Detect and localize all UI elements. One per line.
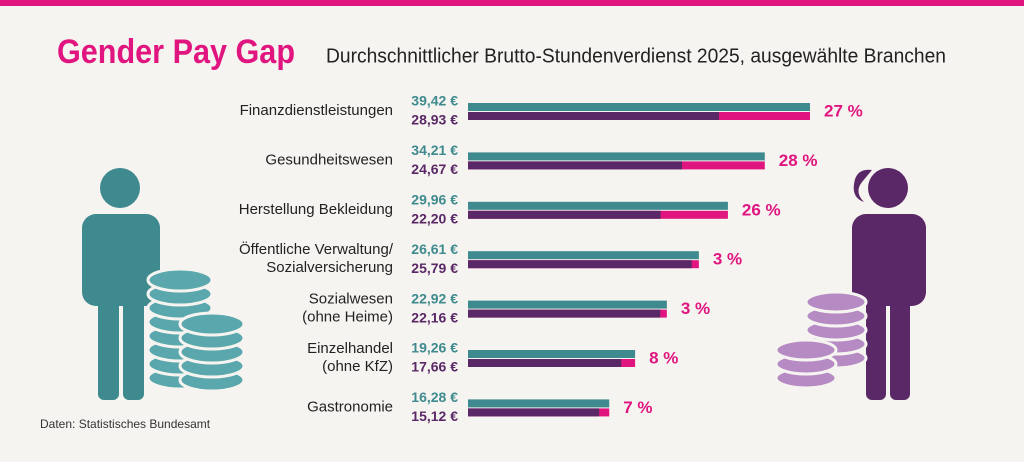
- value-label-women: 24,67 €: [411, 161, 458, 177]
- value-label-men: 16,28 €: [411, 389, 458, 405]
- bar-men: [468, 399, 610, 408]
- bar-women: [468, 260, 692, 269]
- bar-men: [468, 152, 765, 161]
- chart-subtitle: Durchschnittlicher Brutto-Stundenverdien…: [326, 45, 946, 67]
- gap-label: 3 %: [713, 250, 742, 269]
- value-label-women: 15,12 €: [411, 408, 458, 424]
- bar-men: [468, 201, 728, 210]
- gap-label: 3 %: [681, 299, 710, 318]
- bar-men: [468, 103, 810, 111]
- value-label-women: 22,20 €: [411, 211, 458, 227]
- man-icon: [82, 168, 160, 400]
- category-label: Gesundheitswesen: [265, 151, 393, 168]
- chart-title: Gender Pay Gap: [57, 33, 295, 71]
- bar-men: [468, 300, 667, 309]
- value-label-women: 25,79 €: [411, 260, 458, 276]
- category-label: Öffentliche Verwaltung/: [239, 240, 394, 258]
- value-label-women: 28,93 €: [411, 112, 458, 128]
- category-label: Herstellung Bekleidung: [239, 201, 393, 218]
- bar-women: [468, 210, 661, 219]
- value-label-men: 39,42 €: [411, 93, 458, 109]
- gap-label: 8 %: [649, 348, 678, 367]
- value-label-men: 22,92 €: [411, 290, 458, 306]
- gap-label: 26 %: [742, 200, 781, 219]
- value-label-men: 29,96 €: [411, 192, 458, 208]
- value-label-men: 34,21 €: [411, 142, 458, 158]
- category-label: (ohne Heime): [302, 309, 393, 326]
- woman-icon: [852, 168, 926, 400]
- gap-label: 27 %: [824, 101, 863, 120]
- category-label: Finanzdienstleistungen: [240, 102, 393, 119]
- bar-women: [468, 112, 719, 120]
- value-label-women: 22,16 €: [411, 309, 458, 325]
- bar-women: [468, 161, 683, 170]
- bar-men: [468, 251, 699, 260]
- bar-women: [468, 408, 600, 417]
- top-bar: [0, 0, 1024, 6]
- value-label-men: 26,61 €: [411, 241, 458, 257]
- category-label: Gastronomie: [307, 398, 393, 415]
- bar-women: [468, 359, 622, 367]
- category-label: Einzelhandel: [307, 340, 393, 357]
- bar-men: [468, 350, 636, 358]
- category-label: (ohne KfZ): [322, 358, 393, 375]
- gap-label: 28 %: [779, 151, 818, 170]
- category-label: Sozialwesen: [309, 291, 393, 308]
- value-label-women: 17,66 €: [411, 359, 458, 375]
- bar-women: [468, 309, 661, 318]
- gap-label: 7 %: [623, 398, 652, 417]
- value-label-men: 19,26 €: [411, 340, 458, 356]
- source: Daten: Statistisches Bundesamt: [40, 417, 211, 431]
- man-coins: [146, 267, 246, 393]
- woman-coins: [774, 290, 868, 390]
- category-label: Sozialversicherung: [266, 259, 393, 276]
